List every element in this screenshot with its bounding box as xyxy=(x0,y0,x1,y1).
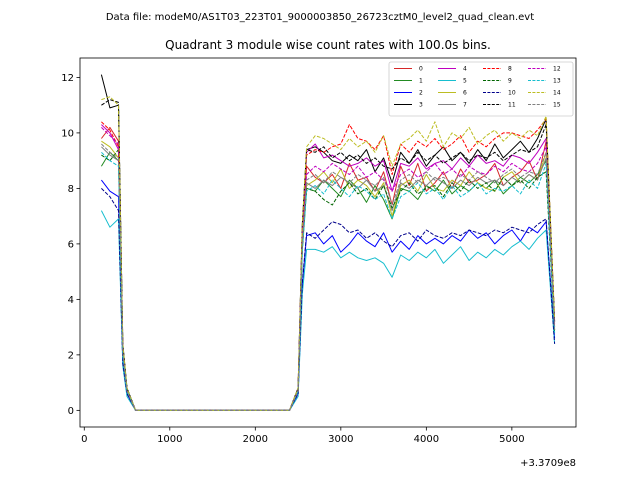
x-tick-label: 2000 xyxy=(243,434,268,445)
x-tick-label: 4000 xyxy=(414,434,439,445)
x-tick-label: 3000 xyxy=(328,434,353,445)
legend-label-0: 0 xyxy=(419,66,423,73)
series-line-11 xyxy=(101,99,556,411)
legend-label-2: 2 xyxy=(419,90,423,97)
y-tick-label: 12 xyxy=(61,73,74,84)
plot-area-frame xyxy=(79,57,577,428)
legend-label-4: 4 xyxy=(463,66,467,73)
legend-label-14: 14 xyxy=(553,90,561,97)
legend-label-6: 6 xyxy=(463,90,467,97)
y-tick-label: 0 xyxy=(68,406,74,417)
y-tick-label: 8 xyxy=(68,184,74,195)
legend-box xyxy=(388,61,574,117)
y-tick-label: 10 xyxy=(61,128,74,139)
legend-label-13: 13 xyxy=(553,78,561,85)
figure-suptitle: Data file: modeM0/AS1T03_223T01_90000038… xyxy=(106,12,534,23)
x-tick-label: 0 xyxy=(81,434,87,445)
legend-label-7: 7 xyxy=(463,102,467,109)
legend-label-3: 3 xyxy=(419,102,423,109)
series-line-14 xyxy=(101,96,556,411)
series-line-12 xyxy=(101,127,556,411)
x-axis: 0 1000 2000 3000 4000 5000 xyxy=(81,427,525,445)
y-axis: 0 2 4 6 8 10 12 xyxy=(61,73,80,417)
series-line-15 xyxy=(101,143,556,411)
y-tick-label: 4 xyxy=(68,295,74,306)
legend-label-9: 9 xyxy=(508,78,512,85)
legend-label-1: 1 xyxy=(419,78,423,85)
legend-label-12: 12 xyxy=(553,66,561,73)
legend-label-5: 5 xyxy=(463,78,467,85)
x-tick-label: 5000 xyxy=(499,434,524,445)
legend-label-8: 8 xyxy=(508,66,512,73)
legend-label-11: 11 xyxy=(508,102,516,109)
chart-title: Quadrant 3 module wise count rates with … xyxy=(165,38,491,52)
x-tick-label: 1000 xyxy=(157,434,182,445)
x-offset-label: +3.3709e8 xyxy=(520,458,576,469)
legend-label-10: 10 xyxy=(508,90,516,97)
legend-label-15: 15 xyxy=(553,102,561,109)
series-line-9 xyxy=(101,149,556,411)
series-layer xyxy=(100,74,556,411)
y-tick-label: 2 xyxy=(68,350,74,361)
y-tick-label: 6 xyxy=(68,239,74,250)
